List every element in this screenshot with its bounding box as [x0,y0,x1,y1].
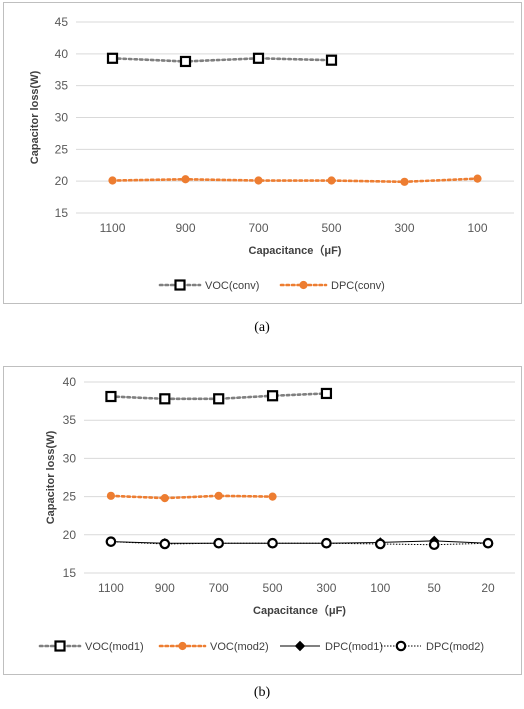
series-DPC(mod2) [105,536,494,551]
data-point [473,174,482,183]
data-point [254,176,263,185]
data-point [214,491,223,500]
legend-label: VOC(conv) [205,280,259,292]
x-tick-label: 1100 [100,221,126,235]
data-point [106,491,116,500]
y-tick-label: 35 [55,79,69,93]
chart-b: 15 20 25 30 35 40 1100 900 700 500 300 100 50 20 Capac… [38,375,515,653]
legend-marker [395,640,407,652]
legend-marker [54,640,66,652]
y-tick-label: 40 [55,47,69,61]
gridlines [84,381,515,574]
data-point [108,176,117,185]
y-tick-label: 20 [55,174,69,188]
legend: VOC(mod1) VOC(mod2) DPC(mod1) DPC(mod2) [38,640,484,653]
caption-b: (b) [253,685,271,700]
x-tick-label: 900 [155,581,175,595]
data-point [428,539,440,551]
x-tick-label: 50 [428,581,442,595]
x-tick-label: 900 [175,221,195,235]
y-tick-label: 45 [55,15,69,29]
y-tick-label: 15 [55,206,69,220]
series-line [110,540,489,544]
legend-label: VOC(mod2) [210,641,269,653]
data-point [213,393,225,405]
data-point [321,537,332,549]
y-axis-title: Capacitor loss(W) [45,430,57,524]
series-VOC(conv) [106,52,338,68]
x-tick-label: 700 [248,221,268,235]
x-axis-title: Capacitance（μF) [249,244,342,257]
series-line [111,56,333,63]
chart-a: 15 20 25 30 35 40 45 1100 900 700 500 300 100 Capacit… [29,15,514,292]
data-point [160,494,169,503]
x-tick-label: 500 [321,221,341,235]
y-tick-label: 40 [63,375,77,389]
data-point [267,537,278,549]
legend: VOC(conv) DPC(conv) [158,279,385,292]
y-tick-label: 15 [63,566,77,580]
data-point [105,390,117,403]
data-point [106,52,119,64]
legend-label: DPC(mod1) [325,641,383,653]
x-tick-label: 20 [481,581,495,595]
legend-label: VOC(mod1) [85,641,144,653]
series-line [109,494,274,500]
data-point [375,538,386,550]
x-tick-label: 700 [209,581,229,595]
data-point [266,390,279,402]
data-point [213,537,224,549]
y-tick-label: 25 [63,490,77,504]
series-VOC(mod1) [105,387,333,405]
gridlines [76,21,514,214]
y-tick-label: 20 [63,528,77,542]
legend-marker [174,279,186,291]
legend-marker [299,280,308,290]
x-tick-label: 300 [394,221,414,235]
data-point [320,387,333,400]
legend-marker [178,641,187,651]
series-line [111,177,479,184]
chart-panel-b: 15 20 25 30 35 40 1100 900 700 500 300 100 50 20 Capac… [3,366,522,675]
data-point [159,393,171,405]
x-tick-label: 100 [467,221,487,235]
legend-marker [294,640,306,652]
legend-label: DPC(mod2) [426,641,484,653]
data-point [482,537,494,549]
x-tick-label: 100 [370,581,390,595]
y-tick-label: 30 [55,111,69,125]
chart-panel-a: 15 20 25 30 35 40 45 1100 900 700 500 300 100 Capacit… [3,2,522,304]
data-point [159,538,171,550]
y-tick-label: 30 [63,451,77,465]
data-point [181,175,190,184]
data-point [179,55,192,68]
data-point [400,177,409,186]
data-point [252,52,265,64]
x-axis-title: Capacitance（μF) [253,604,346,617]
series-VOC(mod2) [106,491,277,503]
x-tick-label: 500 [263,581,283,595]
y-tick-label: 35 [63,413,77,427]
legend-label: DPC(conv) [331,280,385,292]
data-point [105,536,117,547]
y-axis-title: Capacitor loss(W) [29,70,41,164]
caption-a: (a) [254,320,270,335]
x-tick-label: 1100 [98,581,124,595]
data-point [327,176,336,185]
data-point [325,54,338,66]
y-tick-label: 25 [55,142,69,156]
x-tick-label: 300 [316,581,336,595]
data-point [268,492,277,501]
series-DPC(conv) [108,174,482,186]
